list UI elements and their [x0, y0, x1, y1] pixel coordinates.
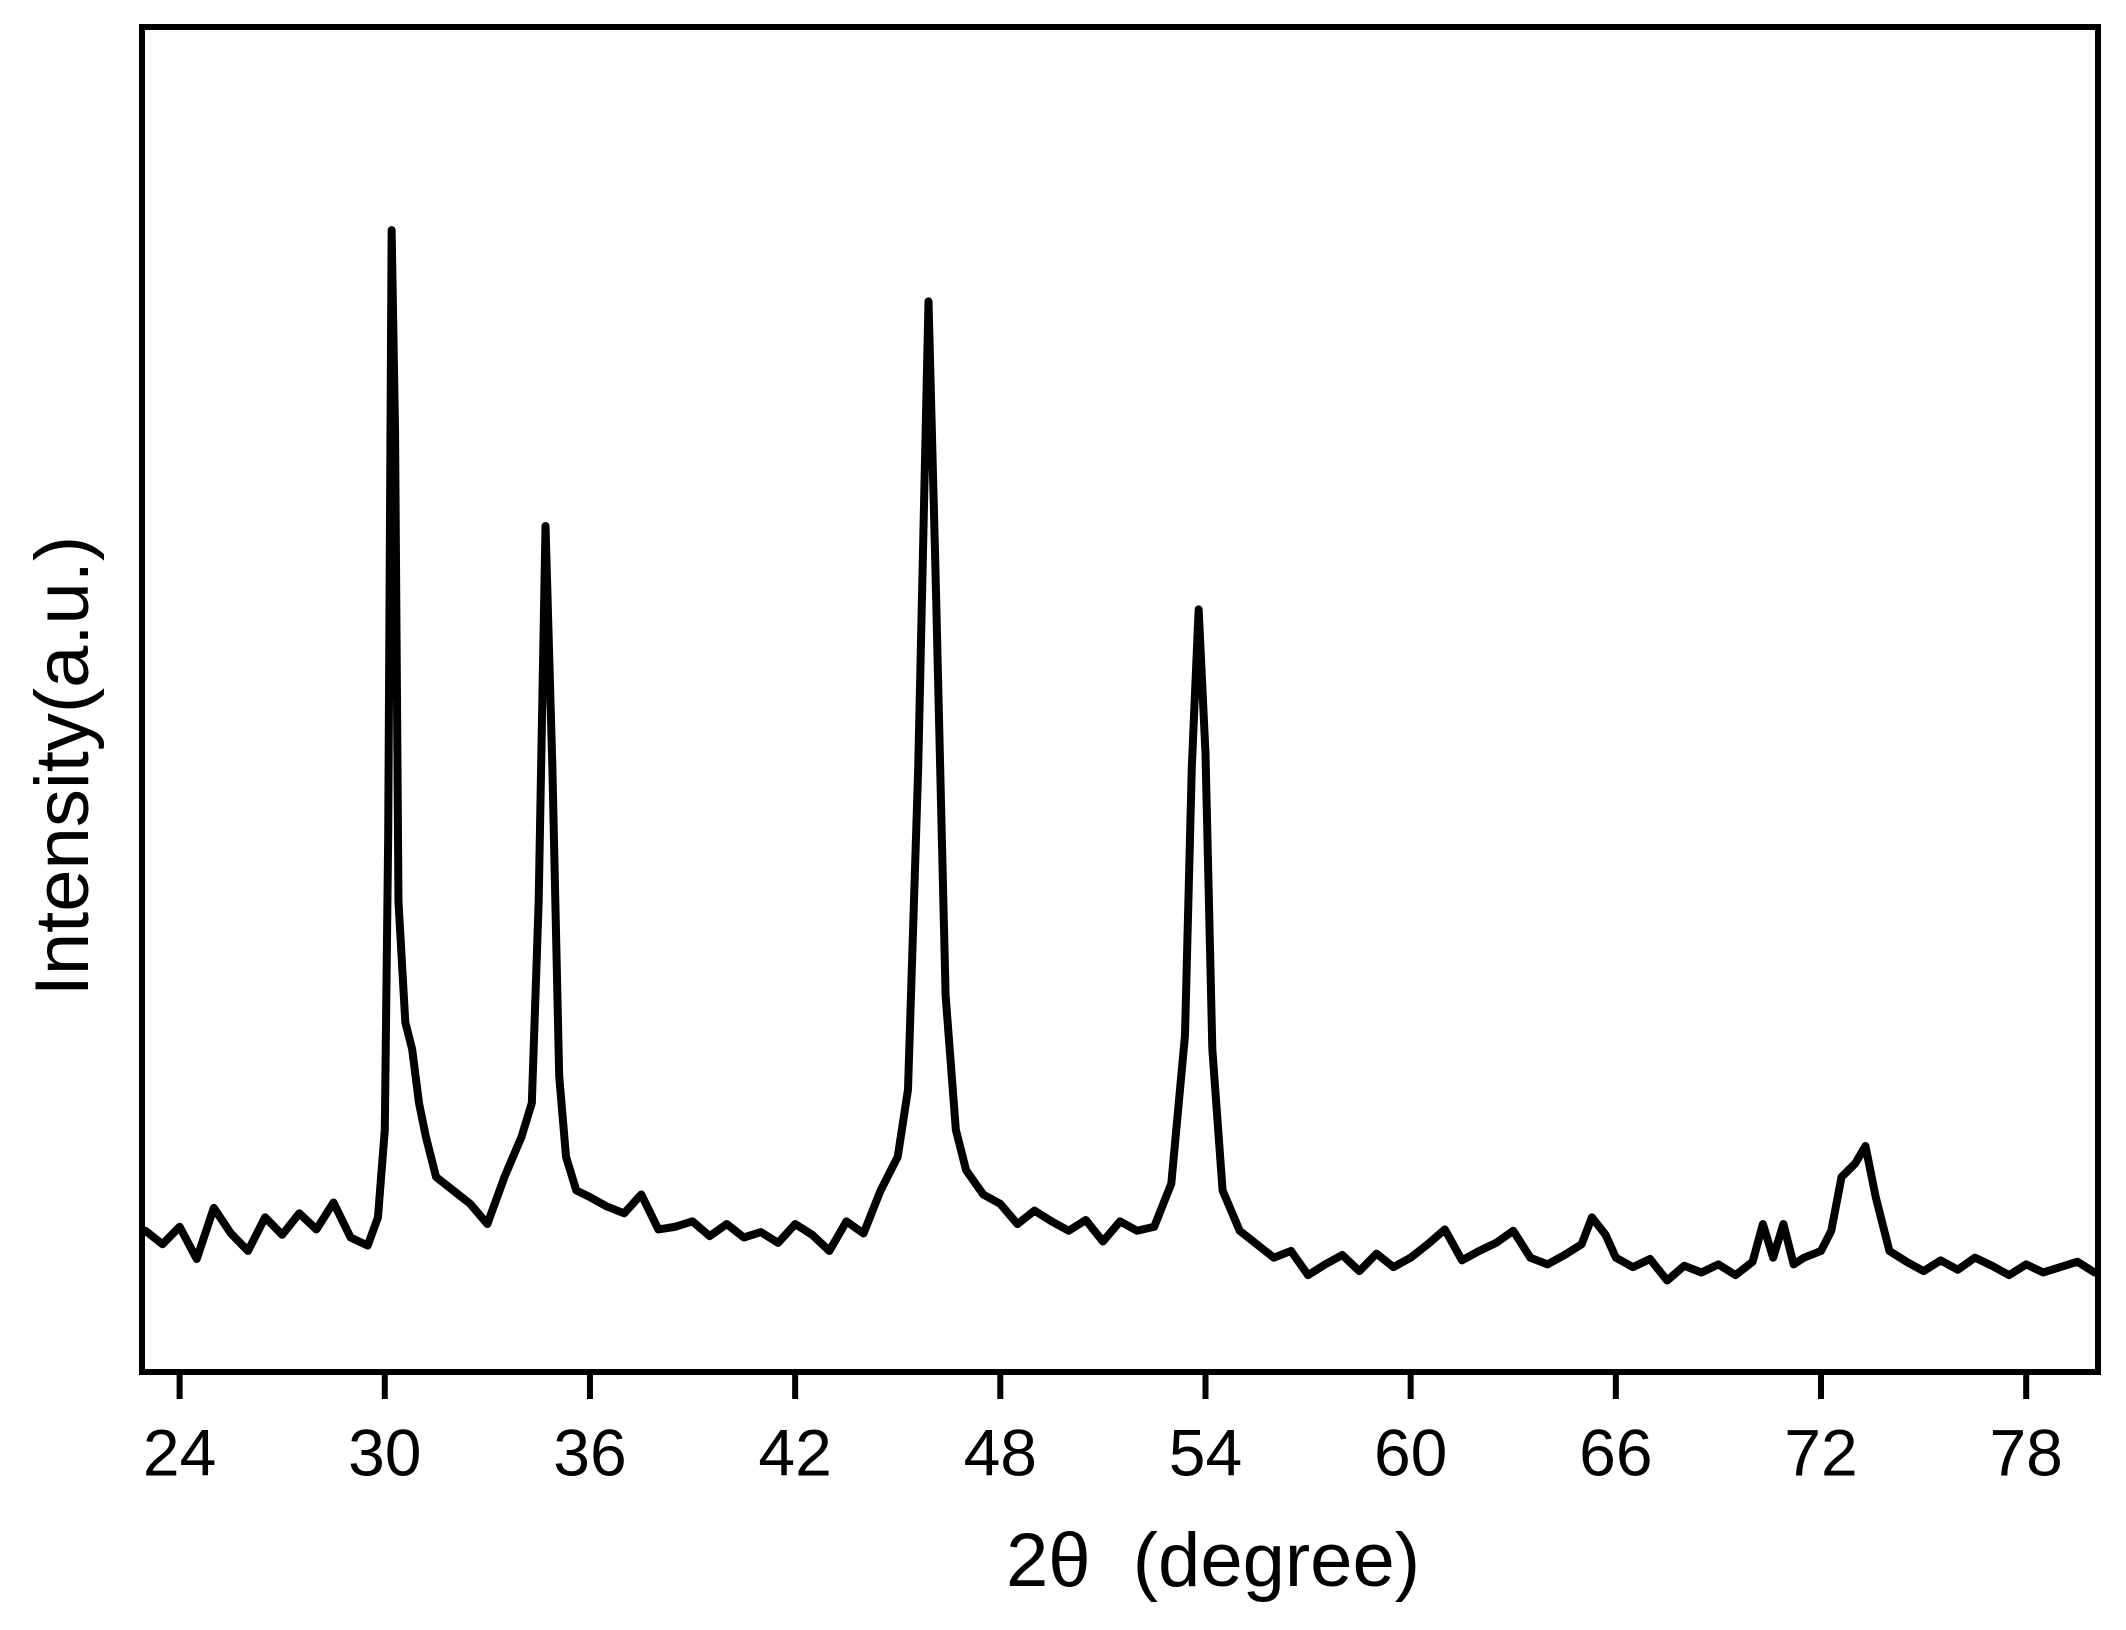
x-tick-label: 72 — [1784, 1415, 1857, 1489]
plot-frame — [139, 24, 2101, 1375]
x-tick-label: 78 — [1989, 1415, 2062, 1489]
x-tick-label: 60 — [1374, 1415, 1447, 1489]
data-line — [141, 226, 2099, 1285]
x-axis-label: 2θ (degree) — [1006, 1518, 1420, 1603]
x-tick-label: 54 — [1169, 1415, 1242, 1489]
x-tick-label: 24 — [143, 1415, 216, 1489]
x-tick-label: 42 — [758, 1415, 831, 1489]
x-tick-label: 30 — [348, 1415, 421, 1489]
x-tick-label: 66 — [1579, 1415, 1652, 1489]
x-tick-label: 48 — [964, 1415, 1037, 1489]
x-tick-label: 36 — [553, 1415, 626, 1489]
y-axis-label: Intensity(a.u.) — [20, 536, 105, 996]
